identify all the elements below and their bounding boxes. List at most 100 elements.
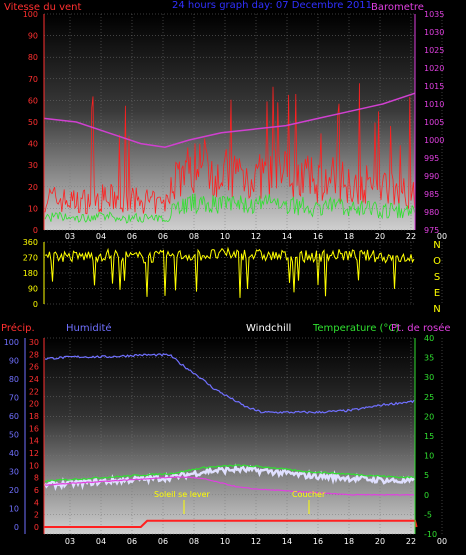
compass-label: S [434, 272, 440, 283]
time-tick-label: 00 [437, 232, 447, 241]
humidity-tick-label: 10 [9, 505, 19, 514]
dewpoint-series [44, 476, 415, 496]
wind-pressure-chart: Vitesse du vent 24 hours graph day: 07 D… [4, 0, 447, 241]
barometer-tick-label: 1010 [424, 100, 444, 109]
humidity-tick-label: 70 [9, 394, 19, 403]
direction-tick-label: 90 [28, 285, 38, 294]
windchill-legend: Windchill [246, 323, 291, 334]
windchill-series [43, 463, 415, 491]
sunset-label: Coucher [292, 490, 326, 499]
time-tick-label: 22 [406, 232, 416, 241]
precip-tick-label: 6 [34, 486, 39, 495]
wind-tick-label: 30 [28, 161, 38, 170]
dewpoint-legend: Pt. de rosée [391, 322, 451, 334]
temperature-legend: Temperature (°C) [312, 323, 399, 334]
time-tick-label: 04 [96, 232, 106, 241]
precip-tick-label: 2 [34, 511, 39, 520]
wind-speed-series [44, 193, 415, 224]
wind-direction-series [44, 246, 415, 298]
temperature-tick-label: 25 [424, 393, 434, 402]
time-tick-label: 14 [282, 537, 292, 546]
temperature-humidity-chart: Précip. Humidité Windchill Temperature (… [1, 322, 451, 546]
temperature-tick-label: 0 [424, 491, 429, 500]
wind-tick-label: 80 [28, 53, 38, 62]
time-tick-label: 20 [375, 232, 385, 241]
precip-tick-label: 20 [29, 400, 39, 409]
barometer-tick-label: 990 [424, 172, 439, 181]
wind-tick-label: 20 [28, 183, 38, 192]
time-tick-label: 22 [406, 537, 416, 546]
time-tick-label: 06 [127, 232, 137, 241]
barometer-series [43, 92, 416, 148]
time-tick-label: 04 [96, 537, 106, 546]
time-tick-label: 08 [189, 232, 199, 241]
time-tick-label: 20 [375, 537, 385, 546]
compass-label: O [433, 256, 441, 267]
wind-tick-label: 10 [28, 204, 38, 213]
temperature-tick-label: 5 [424, 471, 429, 480]
barometer-tick-label: 1025 [424, 46, 444, 55]
barometer-tick-label: 1015 [424, 82, 444, 91]
time-tick-label: 06 [127, 537, 137, 546]
precipitation-series [44, 519, 418, 528]
direction-tick-label: 360 [23, 238, 38, 247]
precip-tick-label: 16 [29, 424, 39, 433]
temperature-tick-label: -5 [424, 510, 432, 519]
wind-tick-label: 40 [28, 140, 38, 149]
precip-axis-title: Précip. [1, 322, 35, 334]
direction-tick-label: 180 [23, 269, 38, 278]
wind-tick-label: 60 [28, 96, 38, 105]
humidity-tick-label: 40 [9, 449, 19, 458]
time-tick-label: 03 [65, 537, 75, 546]
wind-speed-axis-title: Vitesse du vent [4, 2, 81, 13]
precip-tick-label: 18 [29, 412, 39, 421]
temperature-tick-label: 40 [424, 334, 434, 343]
compass-label: E [434, 288, 440, 299]
time-tick-label: 08 [189, 537, 199, 546]
time-tick-label: 14 [282, 232, 292, 241]
barometer-tick-label: 1035 [424, 10, 444, 19]
humidity-tick-label: 50 [9, 431, 19, 440]
precip-tick-label: 22 [29, 387, 39, 396]
time-tick-label: 16 [313, 232, 323, 241]
precip-tick-label: 28 [29, 350, 39, 359]
wind-tick-label: 50 [28, 118, 38, 127]
wind-tick-label: 100 [23, 10, 38, 19]
precip-tick-label: 12 [29, 449, 39, 458]
humidity-tick-label: 80 [9, 375, 19, 384]
direction-tick-label: 270 [23, 254, 38, 263]
wind-tick-label: 0 [33, 226, 38, 235]
temperature-tick-label: 15 [424, 432, 434, 441]
compass-label: N [433, 240, 440, 251]
humidity-tick-label: 30 [9, 468, 19, 477]
barometer-tick-label: 975 [424, 226, 439, 235]
wind-gust-series [44, 83, 415, 215]
barometer-axis-title: Barometre [371, 2, 424, 13]
precip-tick-label: 4 [34, 498, 39, 507]
temperature-tick-label: 10 [424, 452, 434, 461]
barometer-tick-label: 980 [424, 208, 439, 217]
precip-tick-label: 10 [29, 461, 39, 470]
direction-tick-label: 0 [33, 300, 38, 309]
precip-tick-label: 0 [34, 523, 39, 532]
humidity-tick-label: 90 [9, 357, 19, 366]
wind-tick-label: 90 [28, 32, 38, 41]
precip-tick-label: 26 [29, 363, 39, 372]
time-tick-label: 06 [158, 232, 168, 241]
time-tick-label: 12 [251, 537, 261, 546]
barometer-tick-label: 995 [424, 154, 439, 163]
time-tick-label: 03 [65, 232, 75, 241]
temperature-tick-label: 35 [424, 354, 434, 363]
barometer-tick-label: 985 [424, 190, 439, 199]
wind-tick-label: 70 [28, 75, 38, 84]
chart-title: 24 hours graph day: 07 Decembre 2011 [172, 0, 372, 11]
time-tick-label: 18 [344, 537, 354, 546]
time-tick-label: 06 [158, 537, 168, 546]
barometer-tick-label: 1020 [424, 64, 444, 73]
humidity-axis-title: Humidité [66, 322, 112, 334]
compass-label: N [433, 304, 440, 315]
temperature-tick-label: 20 [424, 412, 434, 421]
